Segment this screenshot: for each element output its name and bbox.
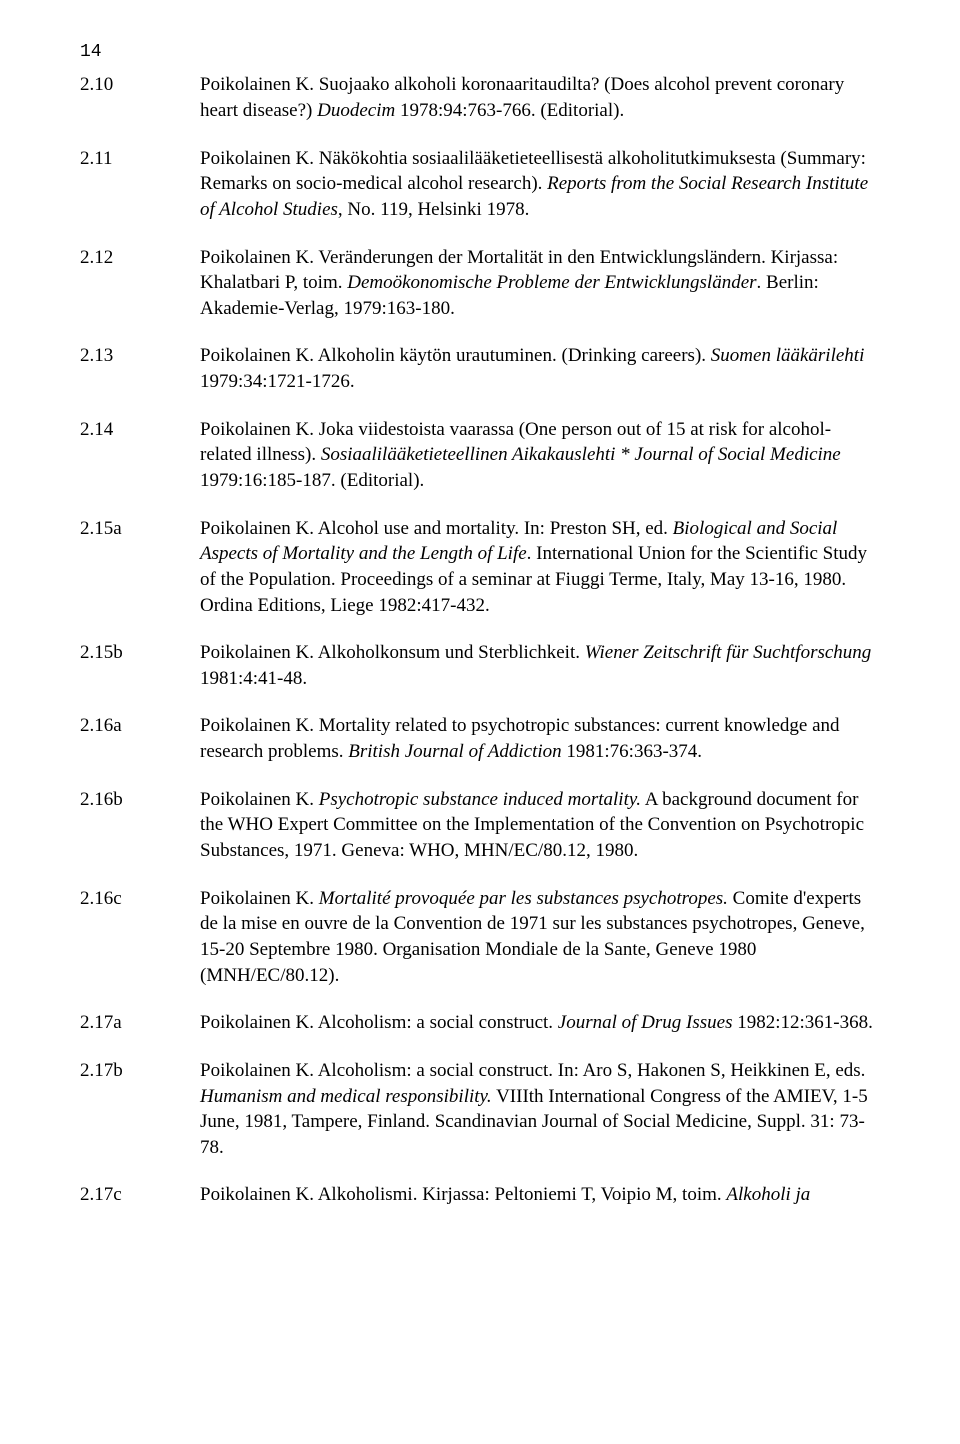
entry-italic-text: British Journal of Addiction [348,741,561,762]
entry-text: , No. 119, Helsinki 1978. [338,199,529,220]
entry-body: Poikolainen K. Mortality related to psyc… [200,713,880,764]
entry-id: 2.15a [80,516,200,619]
entry-id: 2.12 [80,245,200,322]
entry-body: Poikolainen K. Joka viidestoista vaarass… [200,417,880,494]
bibliography-entry: 2.16cPoikolainen K. Mortalité provoquée … [80,886,880,989]
entry-italic-text: Suomen lääkärilehti [711,345,865,366]
entry-text: 1979:16:185-187. (Editorial). [200,470,424,491]
entry-italic-text: Humanism and medical responsibility. [200,1086,492,1107]
bibliography-entry: 2.17aPoikolainen K. Alcoholism: a social… [80,1010,880,1036]
entry-text: Poikolainen K. Alkoholismi. Kirjassa: Pe… [200,1184,726,1205]
entry-italic-text: Wiener Zeitschrift für Suchtforschung [585,642,872,663]
entry-body: Poikolainen K. Alkoholismi. Kirjassa: Pe… [200,1182,880,1208]
entry-id: 2.11 [80,146,200,223]
bibliography-entry: 2.14Poikolainen K. Joka viidestoista vaa… [80,417,880,494]
entry-id: 2.16a [80,713,200,764]
entry-body: Poikolainen K. Näkökohtia sosiaalilääket… [200,146,880,223]
page-number: 14 [80,40,880,64]
entry-italic-text: Journal of Drug Issues [558,1012,733,1033]
entry-italic-text: Mortalité provoquée par les substances p… [319,888,728,909]
entry-italic-text: Alkoholi ja [726,1184,810,1205]
entry-text: Poikolainen K. [200,789,319,810]
entry-body: Poikolainen K. Alcoholism: a social cons… [200,1010,880,1036]
entry-body: Poikolainen K. Alcohol use and mortality… [200,516,880,619]
entry-id: 2.13 [80,343,200,394]
entry-text: 1981:4:41-48. [200,668,307,689]
entry-text: 1978:94:763-766. (Editorial). [395,100,624,121]
entry-text: 1981:76:363-374. [562,741,702,762]
entry-italic-text: Duodecim [317,100,395,121]
bibliography-entry: 2.17bPoikolainen K. Alcoholism: a social… [80,1058,880,1161]
entry-id: 2.16b [80,787,200,864]
bibliography-entry: 2.10Poikolainen K. Suojaako alkoholi kor… [80,72,880,123]
entry-id: 2.17b [80,1058,200,1161]
entry-id: 2.15b [80,640,200,691]
bibliography-entry: 2.12Poikolainen K. Veränderungen der Mor… [80,245,880,322]
entry-text: Poikolainen K. Alcoholism: a social cons… [200,1012,558,1033]
entry-body: Poikolainen K. Psychotropic substance in… [200,787,880,864]
bibliography-entry: 2.11Poikolainen K. Näkökohtia sosiaalilä… [80,146,880,223]
entry-body: Poikolainen K. Veränderungen der Mortali… [200,245,880,322]
entry-body: Poikolainen K. Mortalité provoquée par l… [200,886,880,989]
entry-id: 2.16c [80,886,200,989]
entry-id: 2.10 [80,72,200,123]
entry-text: Poikolainen K. Alcoholism: a social cons… [200,1060,865,1081]
bibliography-entry: 2.15aPoikolainen K. Alcohol use and mort… [80,516,880,619]
entry-text: Poikolainen K. [200,888,319,909]
entry-id: 2.14 [80,417,200,494]
bibliography-entry: 2.13Poikolainen K. Alkoholin käytön urau… [80,343,880,394]
bibliography-entry: 2.15bPoikolainen K. Alkoholkonsum und St… [80,640,880,691]
entry-text: 1982:12:361-368. [732,1012,872,1033]
entry-id: 2.17c [80,1182,200,1208]
entry-body: Poikolainen K. Alkoholkonsum und Sterbli… [200,640,880,691]
entry-id: 2.17a [80,1010,200,1036]
entry-italic-text: Demoökonomische Probleme der Entwicklung… [347,272,756,293]
entry-italic-text: Psychotropic substance induced mortality… [319,789,641,810]
bibliography-entry: 2.17cPoikolainen K. Alkoholismi. Kirjass… [80,1182,880,1208]
entry-body: Poikolainen K. Suojaako alkoholi koronaa… [200,72,880,123]
entry-text: Poikolainen K. Alcohol use and mortality… [200,518,673,539]
bibliography-entry: 2.16bPoikolainen K. Psychotropic substan… [80,787,880,864]
entry-body: Poikolainen K. Alcoholism: a social cons… [200,1058,880,1161]
entry-italic-text: Sosiaalilääketieteellinen Aikakauslehti … [321,444,841,465]
bibliography-entry: 2.16aPoikolainen K. Mortality related to… [80,713,880,764]
bibliography-list: 2.10Poikolainen K. Suojaako alkoholi kor… [80,72,880,1208]
entry-text: 1979:34:1721-1726. [200,371,355,392]
entry-text: Poikolainen K. Alkoholin käytön urautumi… [200,345,711,366]
entry-body: Poikolainen K. Alkoholin käytön urautumi… [200,343,880,394]
entry-text: Poikolainen K. Alkoholkonsum und Sterbli… [200,642,585,663]
